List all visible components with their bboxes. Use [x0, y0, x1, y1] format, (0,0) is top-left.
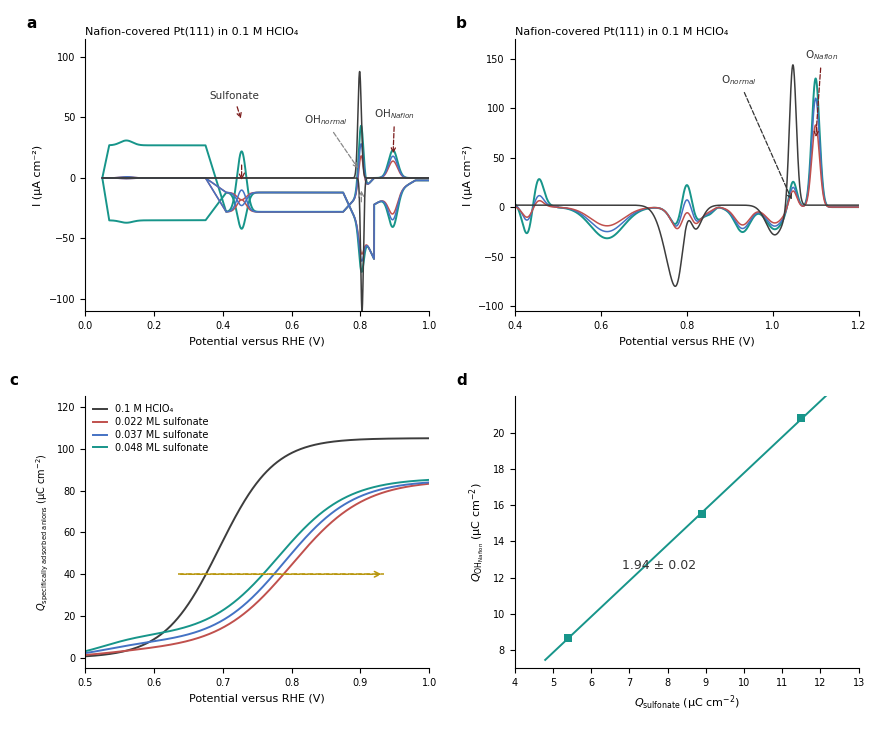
Line: 0.037 ML sulfonate: 0.037 ML sulfonate	[85, 483, 429, 653]
0.037 ML sulfonate	[115, 642, 125, 651]
0.022 ML sulfonate	[348, 502, 358, 510]
X-axis label: $Q_{\mathrm{sulfonate}}$ (μC cm$^{-2}$): $Q_{\mathrm{sulfonate}}$ (μC cm$^{-2}$)	[634, 694, 740, 712]
X-axis label: Potential versus RHE (V): Potential versus RHE (V)	[189, 694, 325, 703]
Text: Nafion-covered Pt(111) in 0.1 M HClO₄: Nafion-covered Pt(111) in 0.1 M HClO₄	[85, 27, 298, 36]
0.037 ML sulfonate	[219, 615, 230, 624]
Text: O$_{normal}$: O$_{normal}$	[721, 74, 791, 198]
0.048 ML sulfonate	[79, 647, 90, 655]
Text: Nafion-covered Pt(111) in 0.1 M HClO₄: Nafion-covered Pt(111) in 0.1 M HClO₄	[515, 27, 728, 36]
X-axis label: Potential versus RHE (V): Potential versus RHE (V)	[189, 336, 325, 346]
0.048 ML sulfonate	[354, 487, 365, 496]
Text: OH$_{normal}$: OH$_{normal}$	[304, 114, 358, 167]
Text: OH$_{Nafion}$: OH$_{Nafion}$	[374, 107, 415, 152]
0.022 ML sulfonate	[231, 615, 242, 623]
0.048 ML sulfonate	[316, 509, 327, 518]
0.1 M HClO₄	[219, 534, 230, 542]
0.037 ML sulfonate	[316, 518, 327, 526]
0.048 ML sulfonate	[231, 596, 242, 604]
Y-axis label: I (μA cm⁻²): I (μA cm⁻²)	[34, 144, 43, 206]
0.048 ML sulfonate	[219, 605, 230, 614]
0.022 ML sulfonate	[219, 623, 230, 631]
Line: 0.022 ML sulfonate: 0.022 ML sulfonate	[85, 484, 429, 655]
Line: 0.1 M HClO₄: 0.1 M HClO₄	[85, 438, 429, 656]
0.1 M HClO₄	[316, 439, 327, 448]
0.1 M HClO₄	[231, 510, 242, 519]
Y-axis label: $Q_{\mathrm{OH_{Nafion}}}$ (μC cm$^{-2}$): $Q_{\mathrm{OH_{Nafion}}}$ (μC cm$^{-2}$…	[467, 483, 487, 582]
0.037 ML sulfonate	[424, 478, 434, 487]
0.022 ML sulfonate	[79, 650, 90, 659]
Text: Sulfonate: Sulfonate	[209, 91, 259, 117]
0.037 ML sulfonate	[348, 495, 358, 504]
Text: O$_{Nafion}$: O$_{Nafion}$	[805, 49, 838, 136]
0.1 M HClO₄	[79, 652, 90, 660]
Legend: 0.1 M HClO₄, 0.022 ML sulfonate, 0.037 ML sulfonate, 0.048 ML sulfonate: 0.1 M HClO₄, 0.022 ML sulfonate, 0.037 M…	[90, 401, 212, 456]
Y-axis label: I (μA cm⁻²): I (μA cm⁻²)	[463, 144, 473, 206]
X-axis label: Potential versus RHE (V): Potential versus RHE (V)	[619, 336, 754, 346]
Line: 0.048 ML sulfonate: 0.048 ML sulfonate	[85, 480, 429, 651]
0.048 ML sulfonate	[348, 489, 358, 498]
0.022 ML sulfonate	[354, 498, 365, 507]
0.037 ML sulfonate	[354, 492, 365, 501]
Text: b: b	[457, 16, 467, 31]
0.037 ML sulfonate	[231, 607, 242, 615]
0.037 ML sulfonate	[79, 649, 90, 658]
Y-axis label: $Q_{\mathrm{specifically\ adsorbed\ anions}}$ (μC cm$^{-2}$): $Q_{\mathrm{specifically\ adsorbed\ anio…	[35, 453, 51, 612]
Text: d: d	[457, 373, 467, 389]
0.022 ML sulfonate	[424, 480, 434, 488]
0.1 M HClO₄	[424, 434, 434, 443]
Text: c: c	[10, 373, 19, 389]
0.1 M HClO₄	[115, 648, 125, 657]
0.048 ML sulfonate	[424, 475, 434, 484]
0.1 M HClO₄	[348, 435, 358, 444]
Text: 1.94 ± 0.02: 1.94 ± 0.02	[622, 558, 696, 572]
0.022 ML sulfonate	[316, 527, 327, 536]
0.022 ML sulfonate	[115, 647, 125, 656]
0.048 ML sulfonate	[115, 637, 125, 646]
Text: a: a	[26, 16, 37, 31]
0.1 M HClO₄	[354, 435, 365, 444]
